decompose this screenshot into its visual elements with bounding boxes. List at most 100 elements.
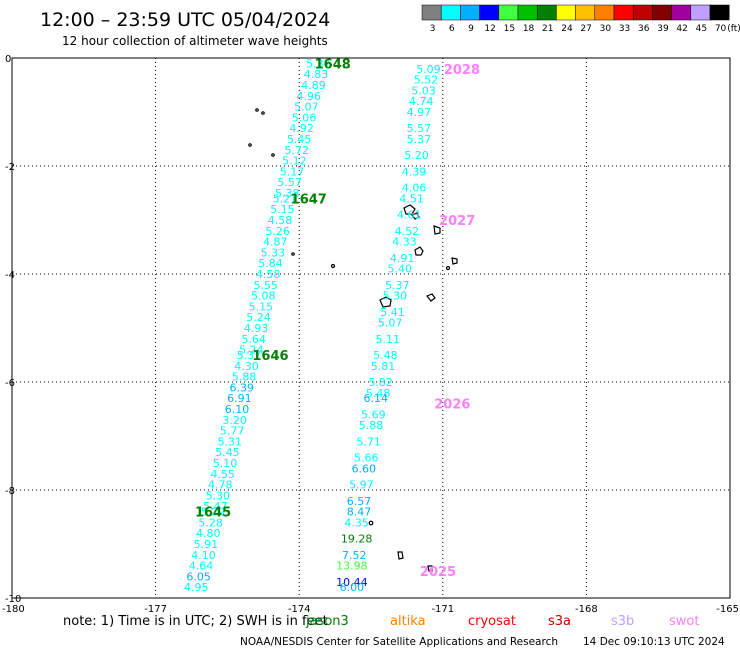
wave-height-value: 4.10 bbox=[191, 549, 216, 562]
legend-color-swatch bbox=[613, 4, 634, 21]
wave-height-value: 5.48 bbox=[373, 349, 398, 362]
wave-height-value: 5.07 bbox=[378, 317, 403, 330]
y-tick-label: -8 bbox=[5, 486, 15, 497]
wave-height-value: 7.52 bbox=[342, 549, 367, 562]
legend-value-label: 18 bbox=[523, 24, 535, 34]
y-tick-label: -2 bbox=[5, 162, 15, 173]
chart-title: 12:00 – 23:59 UTC 05/04/2024 bbox=[40, 9, 330, 31]
wave-height-value: 5.41 bbox=[380, 306, 405, 319]
satellite-name-jason3: jason3 bbox=[305, 614, 349, 629]
satellite-legend: jason3 altika cryosat s3a s3b swot bbox=[305, 614, 699, 629]
x-tick-label: -165 bbox=[716, 604, 739, 615]
island-outline bbox=[379, 296, 392, 308]
legend-value-label: 12 bbox=[484, 24, 495, 34]
wave-height-value: 4.92 bbox=[289, 122, 314, 135]
wave-height-value: 5.69 bbox=[361, 408, 386, 421]
satellite-name-s3b: s3b bbox=[611, 614, 634, 629]
island-outline bbox=[426, 293, 436, 302]
legend-color-swatch bbox=[421, 4, 442, 21]
y-tick-label: -10 bbox=[5, 594, 21, 605]
wave-height-value: 5.17 bbox=[280, 165, 305, 178]
wave-height-value: 5.55 bbox=[253, 279, 278, 292]
island-outline bbox=[255, 108, 259, 112]
wave-height-value: 5.29 bbox=[201, 506, 226, 519]
legend-color-swatch bbox=[460, 4, 480, 21]
wave-height-value: 5.48 bbox=[366, 387, 391, 400]
island-outline bbox=[403, 204, 416, 215]
wave-height-value: 5.08 bbox=[251, 290, 276, 303]
satellite-name-swot: swot bbox=[669, 614, 699, 629]
wave-height-value: 10.44 bbox=[336, 576, 368, 589]
wave-height-value: 13.98 bbox=[336, 560, 368, 573]
wave-height-value: 4.30 bbox=[234, 360, 259, 373]
legend-value-label: 70 bbox=[715, 24, 727, 34]
wave-height-value: 6.57 bbox=[347, 495, 372, 508]
wave-height-value: 5.66 bbox=[354, 452, 379, 465]
wave-height-value: 5.40 bbox=[387, 263, 412, 276]
pass-number-label: 1648 bbox=[315, 57, 351, 72]
wave-height-value: 5.64 bbox=[241, 333, 266, 346]
legend-value-label: 9 bbox=[468, 24, 474, 34]
legend-value-label: 21 bbox=[542, 24, 553, 34]
wave-height-value: 5.10 bbox=[213, 457, 238, 470]
x-tick-label: -168 bbox=[575, 604, 598, 615]
wave-height-value: 4.33 bbox=[392, 236, 417, 249]
legend-value-label: 3 bbox=[430, 24, 436, 34]
wave-height-value: 5.24 bbox=[239, 344, 264, 357]
island-outline bbox=[445, 265, 451, 271]
legend-color-swatch bbox=[556, 4, 576, 21]
island-outline bbox=[427, 565, 433, 572]
wave-height-value: 5.81 bbox=[371, 360, 396, 373]
legend-color-swatch bbox=[690, 4, 711, 21]
wave-height-value: 5.37 bbox=[407, 133, 432, 146]
footer-credit: NOAA/NESDIS Center for Satellite Applica… bbox=[240, 636, 558, 648]
chart-subtitle: 12 hour collection of altimeter wave hei… bbox=[62, 34, 328, 48]
wave-height-value: 4.58 bbox=[256, 268, 281, 281]
wave-height-value: 5.30 bbox=[383, 290, 408, 303]
footer-timestamp: 14 Dec 09:10:13 UTC 2024 bbox=[583, 636, 725, 648]
legend-color-swatch bbox=[479, 4, 500, 21]
wave-height-value: 4.74 bbox=[409, 95, 434, 108]
wave-height-value: 5.09 bbox=[416, 63, 441, 76]
wave-height-value: 5.37 bbox=[237, 349, 262, 362]
y-tick-label: -6 bbox=[5, 378, 15, 389]
legend-value-label: 45 bbox=[696, 24, 707, 34]
wave-height-value: 5.37 bbox=[385, 279, 410, 292]
wave-height-value: 8.47 bbox=[347, 506, 372, 519]
legend-color-swatch bbox=[671, 4, 692, 21]
island-outline bbox=[271, 153, 275, 157]
island-outline bbox=[261, 111, 265, 115]
satellite-name-cryosat: cryosat bbox=[468, 614, 516, 629]
legend-value-label: 36 bbox=[638, 24, 650, 34]
wave-height-value: 4.97 bbox=[407, 106, 432, 119]
wave-height-value: 5.15 bbox=[270, 203, 295, 216]
wave-height-value: 5.06 bbox=[292, 111, 317, 124]
legend-value-label: 33 bbox=[619, 24, 630, 34]
pass-number-label: 2026 bbox=[434, 398, 470, 413]
wave-height-value: 5.38 bbox=[275, 187, 300, 200]
island-outline bbox=[414, 246, 424, 256]
wave-height-value: 5.88 bbox=[232, 371, 257, 384]
wave-height-value: 4.61 bbox=[397, 209, 422, 222]
legend-unit-label: (ft) bbox=[727, 24, 740, 34]
island-outline bbox=[451, 257, 458, 265]
wave-height-value: 4.39 bbox=[402, 165, 427, 178]
x-tick-label: -177 bbox=[144, 604, 167, 615]
island-outline bbox=[397, 551, 404, 560]
pass-number-labels: 1648 1647 1646 1645 2028 2027 2026 2025 bbox=[195, 57, 480, 580]
wave-height-value: 6.00 bbox=[340, 581, 365, 594]
wave-height-value: 5.45 bbox=[215, 446, 240, 459]
wave-height-value: 4.58 bbox=[268, 214, 293, 227]
wave-height-value: 4.80 bbox=[196, 527, 221, 540]
land-outlines bbox=[248, 108, 458, 572]
wave-height-value: 5.03 bbox=[411, 84, 436, 97]
wave-height-value: 5.47 bbox=[203, 500, 228, 513]
legend-value-label: 24 bbox=[561, 24, 573, 34]
pass-number-label: 2027 bbox=[439, 214, 475, 229]
wave-height-value: 5.88 bbox=[359, 419, 384, 432]
island-outline bbox=[330, 263, 336, 269]
x-tick-label: -180 bbox=[2, 604, 25, 615]
wave-height-value: 4.83 bbox=[304, 68, 329, 81]
wave-height-value: 4.89 bbox=[301, 79, 326, 92]
